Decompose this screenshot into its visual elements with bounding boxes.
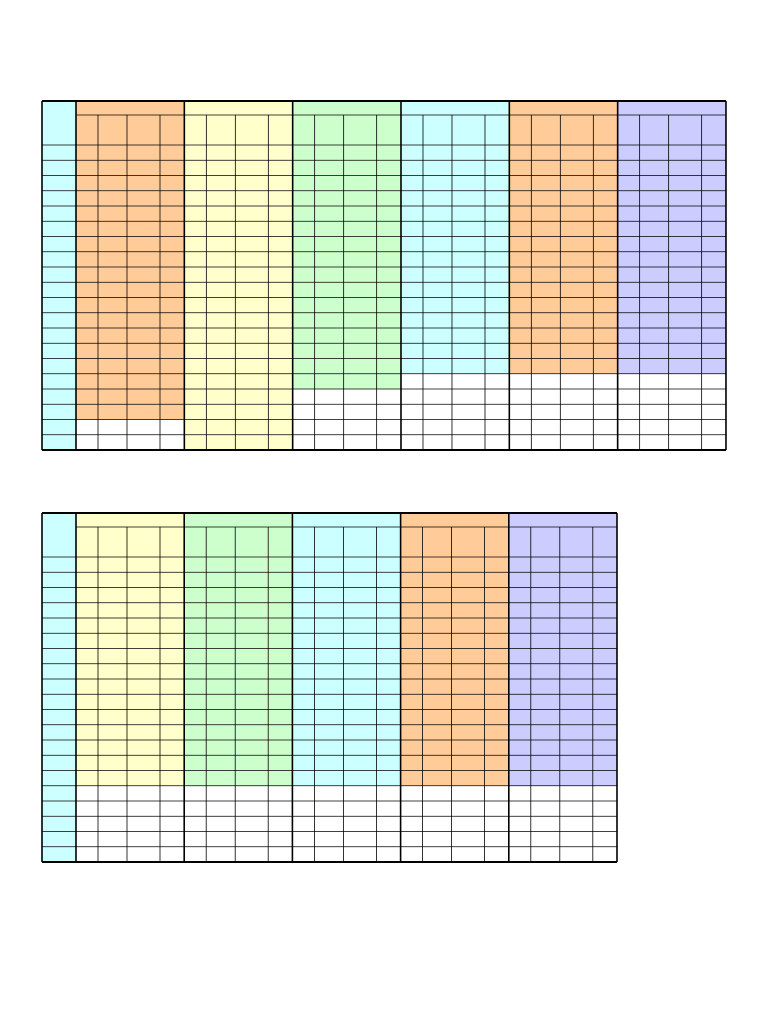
group-fill (76, 101, 185, 420)
group-fill (508, 513, 617, 786)
group-fill (617, 101, 726, 374)
group-fill (400, 101, 510, 374)
row-header-column (42, 101, 76, 450)
group-fill (509, 101, 618, 374)
group-fill (400, 513, 509, 786)
row-header-column (42, 513, 76, 862)
group-fill (292, 101, 401, 389)
group-fill (184, 101, 293, 450)
group-fill (184, 513, 293, 786)
group-fill (76, 513, 185, 786)
group-fill (292, 513, 401, 786)
